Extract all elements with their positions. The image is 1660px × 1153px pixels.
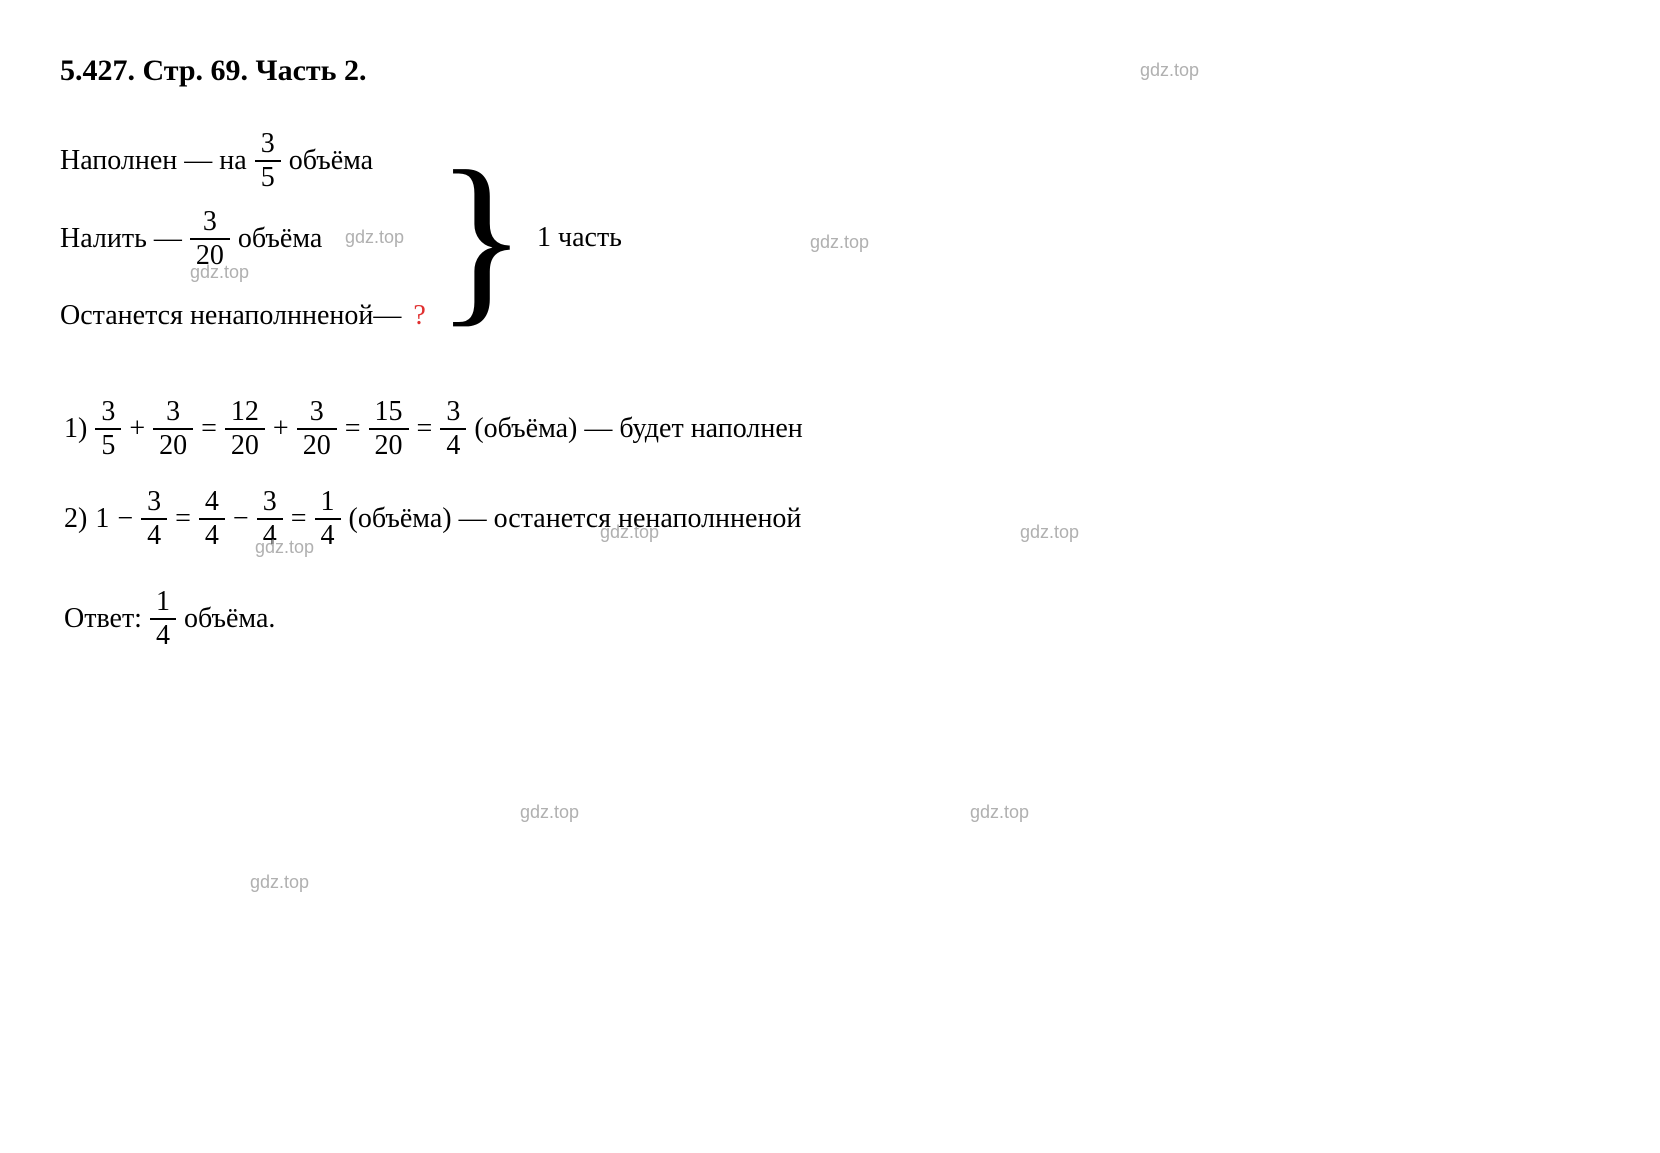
step2-f4: 1 4 xyxy=(315,488,341,550)
step2-one: 1 xyxy=(95,499,109,538)
watermark: gdz.top xyxy=(970,800,1029,825)
watermark: gdz.top xyxy=(345,225,404,250)
equals-sign: = xyxy=(201,409,217,448)
watermark: gdz.top xyxy=(1140,58,1199,83)
answer-label: Ответ: xyxy=(64,599,142,638)
question-mark: ? xyxy=(413,296,425,335)
watermark: gdz.top xyxy=(1020,520,1079,545)
curly-brace: } xyxy=(436,148,527,328)
line3-label: Останется ненаполнненой— xyxy=(60,296,401,335)
given-line-3: Останется ненаполнненой— ? xyxy=(60,286,426,346)
step1-f3: 12 20 xyxy=(225,398,265,460)
answer-suffix: объёма. xyxy=(184,599,275,638)
step1-f6: 3 4 xyxy=(440,398,466,460)
equals-sign: = xyxy=(291,499,307,538)
watermark: gdz.top xyxy=(190,260,249,285)
line1-label: Наполнен — на xyxy=(60,141,247,180)
step2-f2: 4 4 xyxy=(199,488,225,550)
plus-sign: + xyxy=(273,409,289,448)
step1-number: 1) xyxy=(64,409,87,448)
problem-header: 5.427. Стр. 69. Часть 2. xyxy=(60,50,1600,92)
line2-suffix: объёма xyxy=(238,219,322,258)
answer-fraction: 1 4 xyxy=(150,588,176,650)
step1-desc: (объёма) — будет наполнен xyxy=(474,409,802,448)
equals-sign: = xyxy=(345,409,361,448)
step2-number: 2) xyxy=(64,499,87,538)
step1-f1: 3 5 xyxy=(95,398,121,460)
line1-fraction: 3 5 xyxy=(255,130,281,192)
step1-f2: 3 20 xyxy=(153,398,193,460)
step2-desc: (объёма) — останется ненаполнненой xyxy=(349,499,802,538)
step2-f1: 3 4 xyxy=(141,488,167,550)
watermark: gdz.top xyxy=(810,230,869,255)
step1-f4: 3 20 xyxy=(297,398,337,460)
equals-sign: = xyxy=(175,499,191,538)
given-line-1: Наполнен — на 3 5 объёма xyxy=(60,130,426,192)
watermark: gdz.top xyxy=(520,800,579,825)
watermark: gdz.top xyxy=(250,870,309,895)
watermark: gdz.top xyxy=(600,520,659,545)
brace-label: 1 часть xyxy=(537,218,622,257)
minus-sign: − xyxy=(233,499,249,538)
page-content: 5.427. Стр. 69. Часть 2. Наполнен — на 3… xyxy=(60,50,1600,654)
minus-sign: − xyxy=(117,499,133,538)
watermark: gdz.top xyxy=(255,535,314,560)
line1-suffix: объёма xyxy=(289,141,373,180)
answer: Ответ: 1 4 объёма. xyxy=(60,584,1600,654)
plus-sign: + xyxy=(129,409,145,448)
step-1: 1) 3 5 + 3 20 = 12 20 + 3 20 = 15 20 = 3… xyxy=(60,394,1600,464)
line2-label: Налить — xyxy=(60,219,182,258)
equals-sign: = xyxy=(417,409,433,448)
step1-f5: 15 20 xyxy=(369,398,409,460)
